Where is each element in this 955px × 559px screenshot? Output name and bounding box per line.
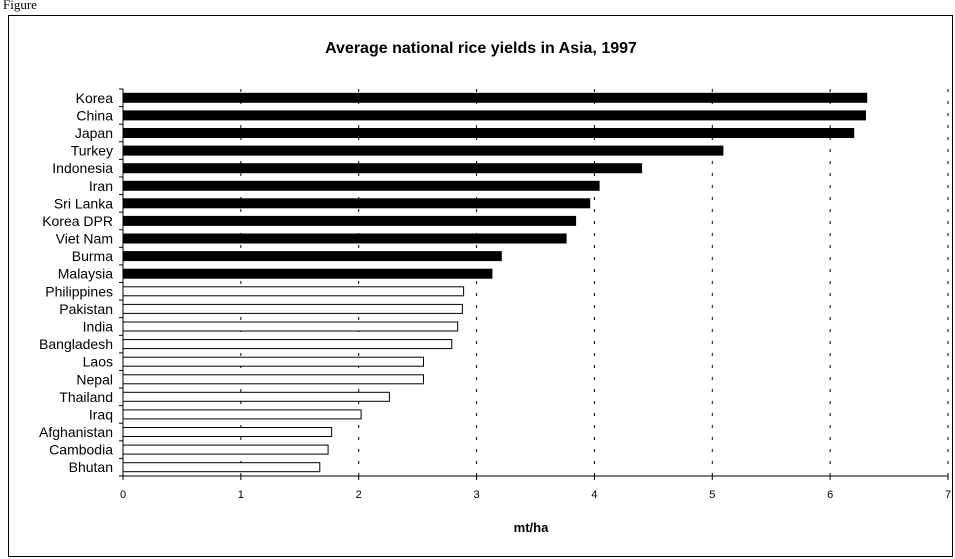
bar	[122, 321, 459, 332]
bar	[122, 92, 868, 103]
category-label: Iraq	[89, 406, 113, 422]
x-tick-label: 7	[945, 489, 951, 501]
axes	[119, 88, 949, 480]
bar	[122, 110, 866, 121]
bar	[122, 444, 329, 455]
x-tick-label: 4	[591, 489, 597, 501]
gridlines	[240, 89, 949, 476]
bar	[122, 409, 362, 420]
category-label: Pakistan	[59, 301, 113, 317]
chart-title: Average national rice yields in Asia, 19…	[325, 40, 637, 57]
x-tick-label: 5	[709, 489, 715, 501]
bar	[122, 391, 390, 402]
bar	[122, 462, 321, 473]
x-tick-label: 2	[356, 489, 362, 501]
category-label: Bhutan	[69, 459, 113, 475]
tick-labels: 0 1 2 3 4 5 6 7	[120, 489, 951, 501]
chart-frame: Average national rice yields in Asia, 19…	[8, 15, 953, 557]
bar	[122, 374, 424, 385]
category-label: Korea	[76, 90, 114, 106]
bars	[122, 92, 868, 473]
figure-caption: Figure	[3, 0, 37, 12]
bar	[122, 198, 591, 209]
x-tick-label: 3	[474, 489, 480, 501]
bar	[122, 427, 333, 437]
category-label: Cambodia	[49, 442, 113, 458]
category-label: Malaysia	[58, 266, 113, 282]
bar	[122, 286, 465, 297]
x-tick-label: 0	[120, 489, 126, 501]
category-label: Thailand	[59, 389, 113, 405]
bar	[122, 180, 600, 191]
x-tick-label: 6	[827, 489, 833, 501]
bar	[122, 233, 567, 244]
category-label: Burma	[72, 248, 113, 264]
bar	[122, 215, 577, 226]
bar	[122, 128, 855, 138]
category-label: China	[76, 107, 113, 123]
category-label: Viet Nam	[56, 231, 113, 247]
bar	[122, 145, 724, 156]
category-label: Laos	[83, 354, 113, 370]
category-label: Philippines	[45, 283, 113, 299]
x-tick-label: 1	[238, 489, 244, 501]
category-label: Afghanistan	[39, 424, 113, 440]
category-label: Iran	[89, 178, 113, 194]
category-label: Bangladesh	[39, 336, 113, 352]
category-label: Korea DPR	[42, 213, 113, 229]
bar	[122, 356, 424, 367]
category-label: Turkey	[71, 143, 113, 159]
category-label: Japan	[75, 125, 113, 141]
bar	[122, 251, 502, 262]
bar	[122, 163, 643, 174]
category-label: Nepal	[76, 371, 113, 387]
bar	[122, 303, 463, 314]
bar-chart: Average national rice yields in Asia, 19…	[39, 40, 951, 535]
bar	[122, 268, 493, 279]
category-label: India	[83, 319, 114, 335]
category-label: Sri Lanka	[54, 195, 113, 211]
x-axis-label: mt/ha	[514, 520, 549, 535]
bar	[122, 339, 453, 350]
category-label: Indonesia	[52, 160, 113, 176]
